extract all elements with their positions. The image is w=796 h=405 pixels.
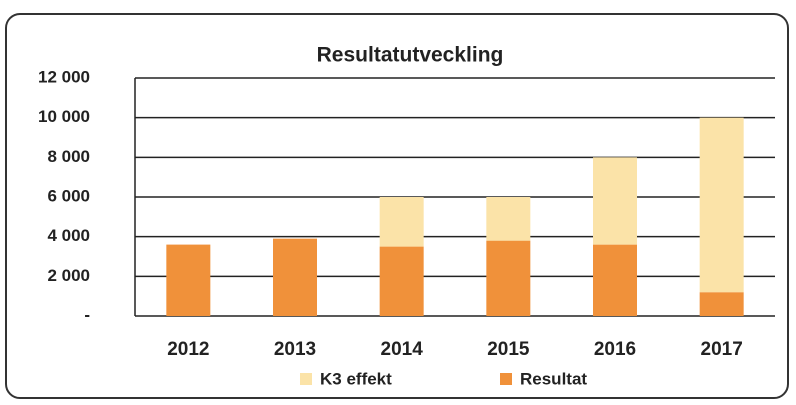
y-tick-label: 8 000 [47, 147, 90, 166]
legend-label: K3 effekt [320, 369, 392, 388]
bar-segment [486, 240, 531, 316]
bar-segment [166, 244, 211, 316]
y-tick-label: 10 000 [38, 107, 90, 126]
bar-segment [593, 244, 637, 316]
x-tick-label: 2015 [487, 339, 530, 360]
y-tick-label: 4 000 [47, 226, 90, 245]
x-tick-label: 2012 [167, 339, 209, 360]
legend-label: Resultat [520, 369, 587, 388]
bar-segment [379, 197, 424, 247]
y-tick-label: 2 000 [47, 266, 90, 285]
bar-segment [273, 238, 317, 316]
legend-swatch [500, 373, 512, 385]
y-tick-label: 12 000 [38, 67, 90, 86]
legend-swatch [300, 373, 312, 385]
chart-title: Resultatutveckling [317, 44, 504, 67]
y-tick-label: 6 000 [47, 186, 90, 205]
bar-segment [486, 197, 531, 241]
x-tick-label: 2013 [274, 339, 316, 360]
x-tick-label: 2014 [381, 339, 424, 360]
bar-segment [379, 246, 424, 316]
chart-frame [5, 13, 789, 399]
x-tick-label: 2016 [594, 339, 636, 360]
bar-segment [593, 157, 637, 245]
y-tick-label: - [84, 305, 90, 324]
x-tick-label: 2017 [701, 339, 743, 360]
bar-segment [699, 117, 744, 293]
bar-segment [699, 292, 744, 316]
